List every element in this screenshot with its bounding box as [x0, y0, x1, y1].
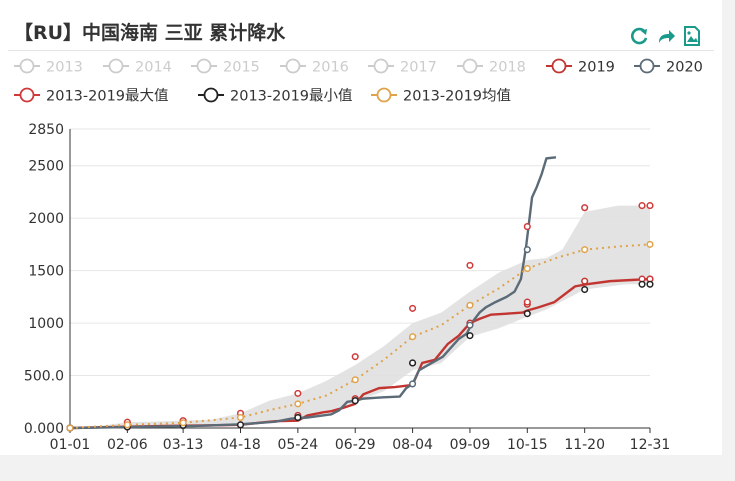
x-tick-label: 04-18: [220, 437, 261, 453]
data-point-2013-2019-: [581, 285, 589, 294]
y-tick-label: 2000: [28, 211, 64, 227]
x-tick-label: 02-06: [107, 437, 148, 453]
restore-icon[interactable]: [630, 26, 650, 46]
legend-item-2019[interactable]: 2019: [578, 60, 615, 76]
toolbox: [630, 26, 702, 46]
legend-item-2013-2019-[interactable]: 2013-2019最小值: [230, 88, 353, 105]
data-point-2013-2019-: [466, 261, 474, 269]
data-point-2020: [409, 380, 417, 388]
legend-marker-2013-2019-[interactable]: [19, 87, 35, 103]
x-tick-label: 09-09: [450, 437, 491, 453]
legend-marker-2017[interactable]: [373, 58, 389, 74]
data-point-2013-2019-: [581, 246, 589, 254]
share-icon[interactable]: [656, 26, 676, 46]
data-point-2020: [466, 321, 474, 329]
legend-marker-2013[interactable]: [19, 58, 35, 74]
data-point-2013-2019-: [179, 419, 187, 427]
data-point-2013-2019-: [294, 413, 302, 422]
y-tick-label: 2500: [28, 159, 64, 175]
legend-marker-2018[interactable]: [462, 58, 478, 74]
data-point-2013-2019-: [523, 264, 531, 273]
legend-marker-2013-2019-[interactable]: [376, 87, 392, 103]
x-tick-label: 05-24: [278, 437, 319, 453]
data-point-2013-2019-: [351, 353, 359, 361]
legend-item-2018[interactable]: 2018: [489, 60, 526, 76]
data-point-2013-2019-: [638, 202, 646, 210]
data-point-2013-2019-: [351, 397, 359, 405]
legend-item-2016[interactable]: 2016: [312, 60, 349, 76]
legend-item-2020[interactable]: 2020: [666, 60, 703, 76]
legend-marker-2014[interactable]: [108, 58, 124, 74]
data-point-2013-2019-: [409, 333, 417, 341]
data-point-2013-2019-: [409, 359, 417, 367]
data-point-2013-2019-: [523, 298, 531, 306]
save-image-icon[interactable]: [682, 26, 702, 46]
legend-marker-2016[interactable]: [285, 58, 301, 74]
legend-marker-2015[interactable]: [196, 58, 212, 74]
y-tick-label: 1000: [28, 316, 64, 332]
legend-item-2015[interactable]: 2015: [223, 60, 260, 76]
min-max-band: [70, 205, 650, 428]
legend-marker-2019[interactable]: [551, 58, 567, 74]
x-tick-label: 01-01: [50, 437, 91, 453]
y-tick-label: 0.000: [24, 421, 64, 437]
x-tick-label: 08-04: [392, 437, 433, 453]
data-point-2013-2019-: [236, 421, 245, 429]
chart-title: 【RU】中国海南 三亚 累计降水: [14, 22, 286, 44]
data-point-2020: [523, 246, 531, 254]
title-divider: [8, 50, 714, 51]
data-point-2013-2019-: [523, 223, 531, 231]
legend-marker-2020[interactable]: [639, 58, 655, 74]
y-tick-label: 1500: [28, 264, 64, 280]
data-point-2013-2019-: [123, 421, 131, 429]
legend-item-2017[interactable]: 2017: [400, 60, 437, 76]
y-tick-label: 2850: [28, 122, 64, 138]
y-tick-label: 500.0: [24, 369, 64, 385]
x-tick-label: 10-15: [507, 437, 548, 453]
data-point-2013-2019-: [581, 204, 589, 212]
data-point-2013-2019-: [646, 280, 654, 288]
legend-item-2013-2019-[interactable]: 2013-2019均值: [403, 88, 511, 105]
data-point-2013-2019-: [638, 280, 646, 288]
legend-item-2013-2019-[interactable]: 2013-2019最大值: [46, 88, 169, 105]
data-point-2013-2019-: [66, 424, 74, 432]
legend-item-2014[interactable]: 2014: [135, 60, 172, 76]
data-point-2013-2019-: [236, 413, 245, 422]
series-line-2019: [69, 277, 651, 430]
data-point-2019: [581, 277, 589, 285]
data-point-2013-2019-: [466, 301, 474, 309]
data-point-2013-2019-: [351, 376, 359, 384]
data-point-2013-2019-: [466, 332, 474, 340]
x-tick-label: 11-20: [564, 437, 605, 453]
x-tick-label: 03-13: [163, 437, 204, 453]
data-point-2013-2019-: [294, 400, 302, 408]
data-point-2013-2019-: [523, 310, 531, 318]
data-point-2013-2019-: [646, 240, 654, 248]
x-tick-label: 12-31: [630, 437, 671, 453]
data-point-2013-2019-: [646, 202, 654, 210]
data-point-2013-2019-: [409, 304, 417, 312]
x-tick-label: 06-29: [335, 437, 376, 453]
legend-marker-2013-2019-[interactable]: [203, 87, 219, 103]
legend-item-2013[interactable]: 2013: [46, 60, 83, 76]
data-point-2013-2019-: [294, 389, 302, 397]
